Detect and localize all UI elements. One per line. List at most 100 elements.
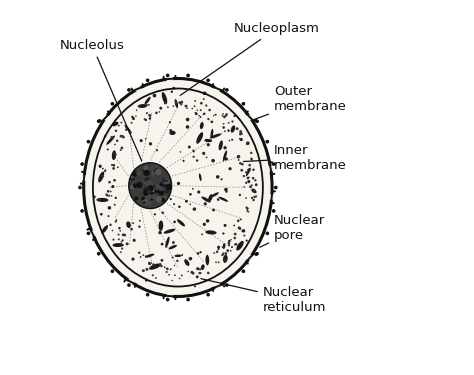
Circle shape [243, 186, 245, 188]
Circle shape [130, 176, 135, 181]
Ellipse shape [169, 245, 177, 249]
Ellipse shape [135, 86, 142, 92]
Circle shape [101, 175, 104, 178]
Ellipse shape [199, 173, 201, 181]
Circle shape [145, 255, 146, 257]
Circle shape [148, 114, 150, 116]
Ellipse shape [267, 166, 274, 171]
Circle shape [200, 251, 201, 253]
Circle shape [165, 180, 168, 182]
Circle shape [225, 190, 228, 193]
Circle shape [121, 135, 124, 137]
Circle shape [132, 172, 136, 176]
Ellipse shape [206, 255, 209, 266]
Circle shape [197, 252, 200, 255]
Circle shape [107, 148, 109, 150]
Ellipse shape [204, 139, 212, 142]
Circle shape [165, 188, 169, 192]
Circle shape [217, 198, 219, 201]
Circle shape [147, 183, 154, 189]
Circle shape [127, 88, 131, 92]
Circle shape [218, 261, 219, 263]
Circle shape [148, 188, 151, 190]
Ellipse shape [246, 114, 254, 120]
Circle shape [192, 207, 196, 211]
Circle shape [151, 194, 156, 200]
Circle shape [246, 240, 248, 242]
Circle shape [245, 171, 247, 173]
Circle shape [203, 112, 205, 115]
Circle shape [224, 224, 227, 227]
Circle shape [223, 116, 226, 118]
Circle shape [159, 106, 162, 109]
Circle shape [175, 102, 177, 104]
Circle shape [247, 180, 250, 183]
Circle shape [100, 213, 103, 216]
Circle shape [159, 111, 160, 113]
Circle shape [115, 130, 117, 132]
Circle shape [110, 269, 114, 273]
Circle shape [227, 129, 230, 132]
Circle shape [120, 243, 122, 245]
Circle shape [238, 227, 241, 230]
Circle shape [120, 147, 123, 149]
Ellipse shape [231, 125, 235, 133]
Circle shape [155, 169, 162, 176]
Circle shape [140, 256, 141, 258]
Circle shape [155, 277, 157, 279]
Circle shape [135, 196, 138, 200]
Circle shape [237, 219, 239, 222]
Circle shape [148, 184, 154, 190]
Circle shape [206, 219, 210, 223]
Circle shape [158, 186, 164, 191]
Circle shape [87, 140, 91, 144]
Circle shape [203, 92, 207, 95]
Circle shape [186, 74, 190, 77]
Ellipse shape [112, 150, 116, 160]
Ellipse shape [101, 225, 108, 234]
Ellipse shape [137, 104, 147, 108]
Circle shape [110, 191, 111, 192]
Circle shape [224, 188, 228, 191]
Circle shape [162, 196, 166, 201]
Circle shape [115, 220, 117, 223]
Ellipse shape [184, 259, 190, 266]
Circle shape [102, 168, 104, 170]
Circle shape [155, 165, 159, 169]
Circle shape [104, 135, 106, 138]
Circle shape [132, 117, 133, 118]
Circle shape [152, 171, 155, 174]
Ellipse shape [214, 86, 221, 92]
Circle shape [154, 168, 158, 173]
Circle shape [206, 78, 210, 82]
Circle shape [246, 207, 249, 210]
Circle shape [141, 169, 144, 171]
Circle shape [108, 181, 111, 183]
Circle shape [164, 179, 169, 184]
Circle shape [146, 187, 149, 190]
Circle shape [153, 94, 156, 98]
Circle shape [132, 117, 135, 120]
Circle shape [211, 159, 215, 162]
Circle shape [115, 197, 117, 199]
Circle shape [248, 211, 249, 213]
Circle shape [226, 113, 228, 115]
Circle shape [152, 263, 155, 266]
Circle shape [196, 267, 199, 270]
Circle shape [194, 100, 196, 102]
Circle shape [239, 228, 241, 230]
Ellipse shape [126, 221, 131, 228]
Circle shape [265, 231, 269, 235]
Circle shape [236, 128, 238, 130]
Circle shape [110, 136, 113, 139]
Circle shape [212, 209, 215, 212]
Circle shape [238, 159, 239, 161]
Circle shape [187, 271, 189, 272]
Circle shape [144, 181, 147, 184]
Circle shape [136, 171, 141, 176]
Circle shape [204, 202, 207, 206]
Circle shape [242, 229, 245, 232]
Circle shape [149, 142, 152, 146]
Text: Nuclear
reticulum: Nuclear reticulum [201, 279, 327, 314]
Ellipse shape [210, 192, 219, 197]
